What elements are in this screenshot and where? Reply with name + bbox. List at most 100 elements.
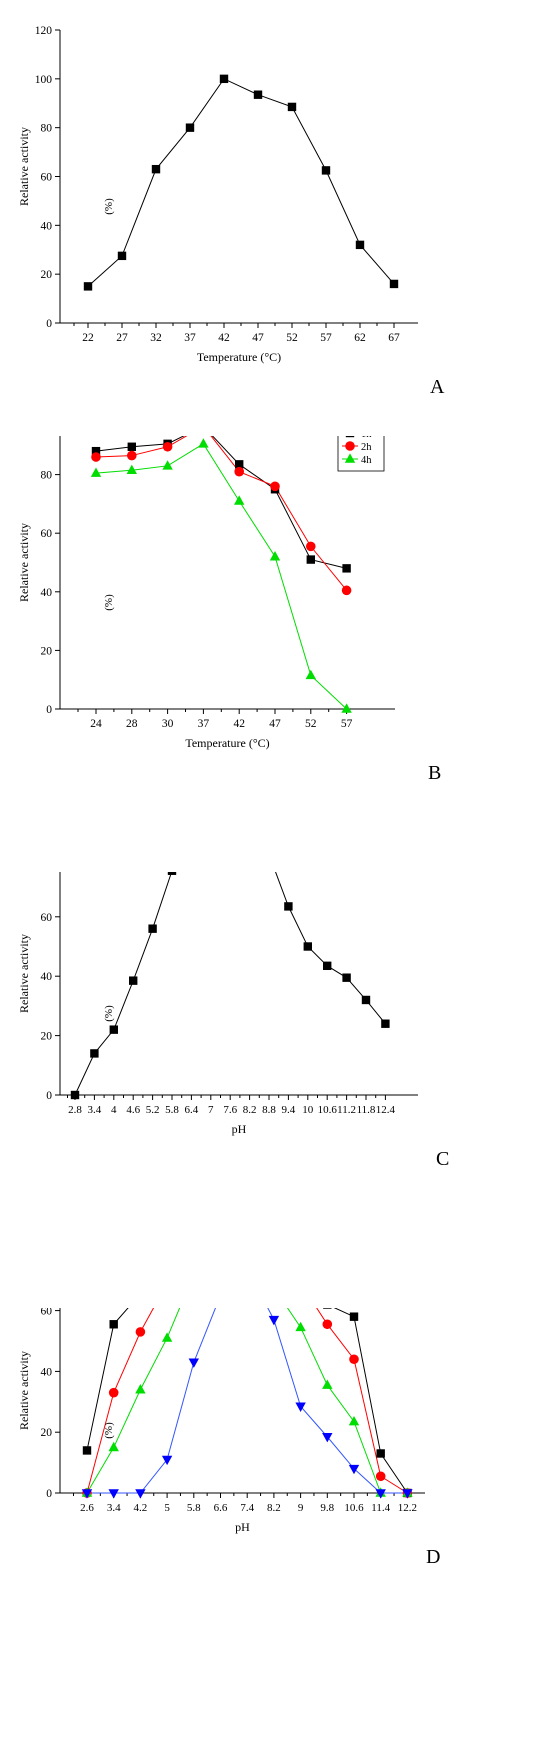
data-point <box>305 669 316 680</box>
x-tick-label: 28 <box>126 718 138 730</box>
data-point <box>287 102 297 112</box>
x-tick-label: 22 <box>82 332 94 344</box>
x-tick-label: 6.6 <box>214 1502 228 1514</box>
data-point <box>83 282 93 291</box>
x-tick-label: 67 <box>388 332 400 344</box>
data-point <box>135 1489 146 1499</box>
data-point <box>323 1308 332 1309</box>
x-tick-label: 4 <box>111 1104 117 1116</box>
data-point <box>348 1464 360 1475</box>
x-tick-label: 12.2 <box>398 1502 417 1514</box>
data-point <box>148 924 157 933</box>
y-tick-label: 0 <box>46 704 52 716</box>
data-point <box>90 467 102 477</box>
y-axis-unit: (%) <box>103 1422 115 1439</box>
x-tick-label: 7.6 <box>223 1104 237 1116</box>
data-point <box>355 240 365 250</box>
y-tick-label: 20 <box>41 1031 53 1043</box>
x-axis-label: Temperature (°C) <box>185 736 269 750</box>
x-tick-label: 5.8 <box>165 1104 179 1116</box>
data-point <box>402 1489 413 1499</box>
data-point <box>135 1384 146 1394</box>
chart-panel-d: 0 20 40 60 2.6 3.4 4.2 5 5.8 6.6 7.4 8.2 9 9.8 10.6 11.… <box>17 1308 440 1568</box>
y-tick-label: 40 <box>41 1366 53 1378</box>
y-tick-label: 0 <box>46 1090 52 1102</box>
y-tick-label: 80 <box>41 123 53 135</box>
series-line <box>95 436 347 569</box>
x-axis-label: pH <box>235 1520 250 1534</box>
x-axis-label: Temperature (°C) <box>197 350 281 364</box>
x-tick-label: 27 <box>116 332 128 344</box>
data-point <box>321 166 331 175</box>
x-tick-label: 32 <box>150 332 162 344</box>
data-point <box>91 446 101 456</box>
y-tick-label: 0 <box>46 318 52 330</box>
x-tick-label: 5.2 <box>146 1104 160 1116</box>
x-tick-label: 52 <box>286 332 298 344</box>
series-line <box>95 443 347 710</box>
x-tick-label: 11.2 <box>337 1104 356 1116</box>
legend-label: 2h <box>361 442 372 453</box>
data-point <box>323 961 332 971</box>
x-tick-label: 57 <box>341 718 353 730</box>
y-tick-label: 60 <box>41 912 53 924</box>
x-tick-label: 47 <box>269 718 281 730</box>
x-tick-label: 5 <box>164 1502 170 1514</box>
y-tick-label: 40 <box>41 971 53 983</box>
panel-label: B <box>428 762 441 784</box>
panel-label: D <box>426 1546 440 1568</box>
y-tick-label: 60 <box>41 172 53 184</box>
data-point <box>322 1319 333 1330</box>
chart-panel-b: 0 20 40 60 80 24 28 30 37 42 47 52 57 Relative activi… <box>17 436 441 784</box>
y-tick-label: 20 <box>41 269 53 281</box>
chart-panel-a: 0 20 40 60 80 100 120 22 27 32 37 42 47 52 57 62 67 Relat… <box>17 25 445 398</box>
data-point <box>108 1441 119 1452</box>
legend-marker <box>345 441 355 451</box>
x-tick-label: 9.8 <box>320 1502 334 1514</box>
series-line <box>95 436 347 591</box>
legend-label: 1h <box>361 436 372 440</box>
x-axis-label: pH <box>232 1122 247 1136</box>
x-tick-label: 62 <box>354 332 366 344</box>
data-point <box>322 1379 333 1389</box>
data-point <box>342 973 351 982</box>
x-tick-label: 52 <box>305 718 317 730</box>
data-point <box>167 872 177 875</box>
data-point <box>234 495 245 505</box>
x-tick-label: 42 <box>218 332 230 344</box>
data-point <box>375 1489 386 1499</box>
data-point <box>322 1432 333 1443</box>
data-point <box>375 1471 386 1482</box>
legend-marker <box>345 436 355 438</box>
data-point <box>389 279 399 289</box>
series-line <box>74 872 386 1096</box>
data-point <box>295 1321 306 1332</box>
data-point <box>376 1449 385 1458</box>
y-tick-label: 20 <box>41 645 53 657</box>
data-point <box>349 1354 359 1365</box>
data-point <box>162 441 173 452</box>
data-point <box>381 1019 390 1028</box>
data-point <box>108 1489 119 1499</box>
data-point <box>342 564 351 573</box>
y-tick-label: 60 <box>41 528 53 540</box>
panel-label: C <box>436 1148 449 1170</box>
y-tick-label: 40 <box>41 587 53 599</box>
data-point <box>108 1387 119 1398</box>
data-point <box>268 1315 280 1326</box>
x-tick-label: 9.4 <box>282 1104 296 1116</box>
y-axis-label: Relative activity <box>17 127 31 206</box>
data-point <box>306 555 315 564</box>
data-point <box>303 942 312 951</box>
y-axis-label: Relative activity <box>17 523 31 602</box>
x-tick-label: 4.6 <box>126 1104 140 1116</box>
data-point <box>253 90 263 99</box>
data-point <box>348 1415 360 1426</box>
x-tick-label: 8.2 <box>267 1502 281 1514</box>
data-point <box>269 551 281 561</box>
data-point <box>270 481 280 492</box>
data-point <box>295 1402 306 1412</box>
y-tick-label: 20 <box>41 1427 53 1439</box>
data-point <box>235 460 244 469</box>
x-tick-label: 2.8 <box>68 1104 82 1116</box>
